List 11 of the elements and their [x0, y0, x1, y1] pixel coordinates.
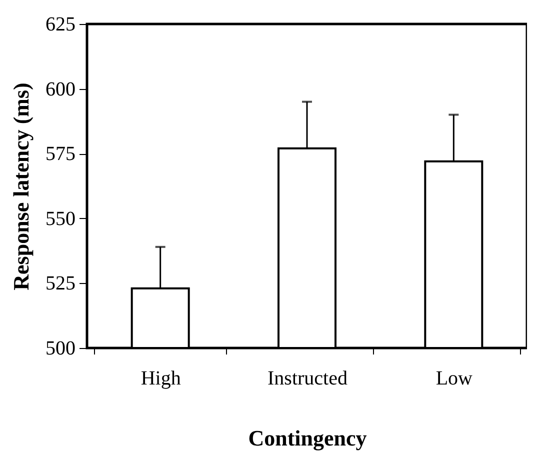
x-tick-label: Instructed [268, 368, 348, 390]
y-tick-label: 525 [46, 272, 76, 295]
x-tick-label: High [140, 368, 181, 390]
y-tick-label: 500 [46, 338, 76, 360]
y-tick-label: 600 [46, 78, 76, 100]
x-tick-label: Low [436, 368, 474, 390]
y-tick-label: 625 [46, 14, 76, 36]
x-axis-title: Contingency [248, 426, 367, 450]
y-axis-title: Response latency (ms) [8, 82, 34, 290]
y-tick-label: 575 [46, 143, 76, 166]
y-tick-label: 550 [46, 208, 76, 230]
